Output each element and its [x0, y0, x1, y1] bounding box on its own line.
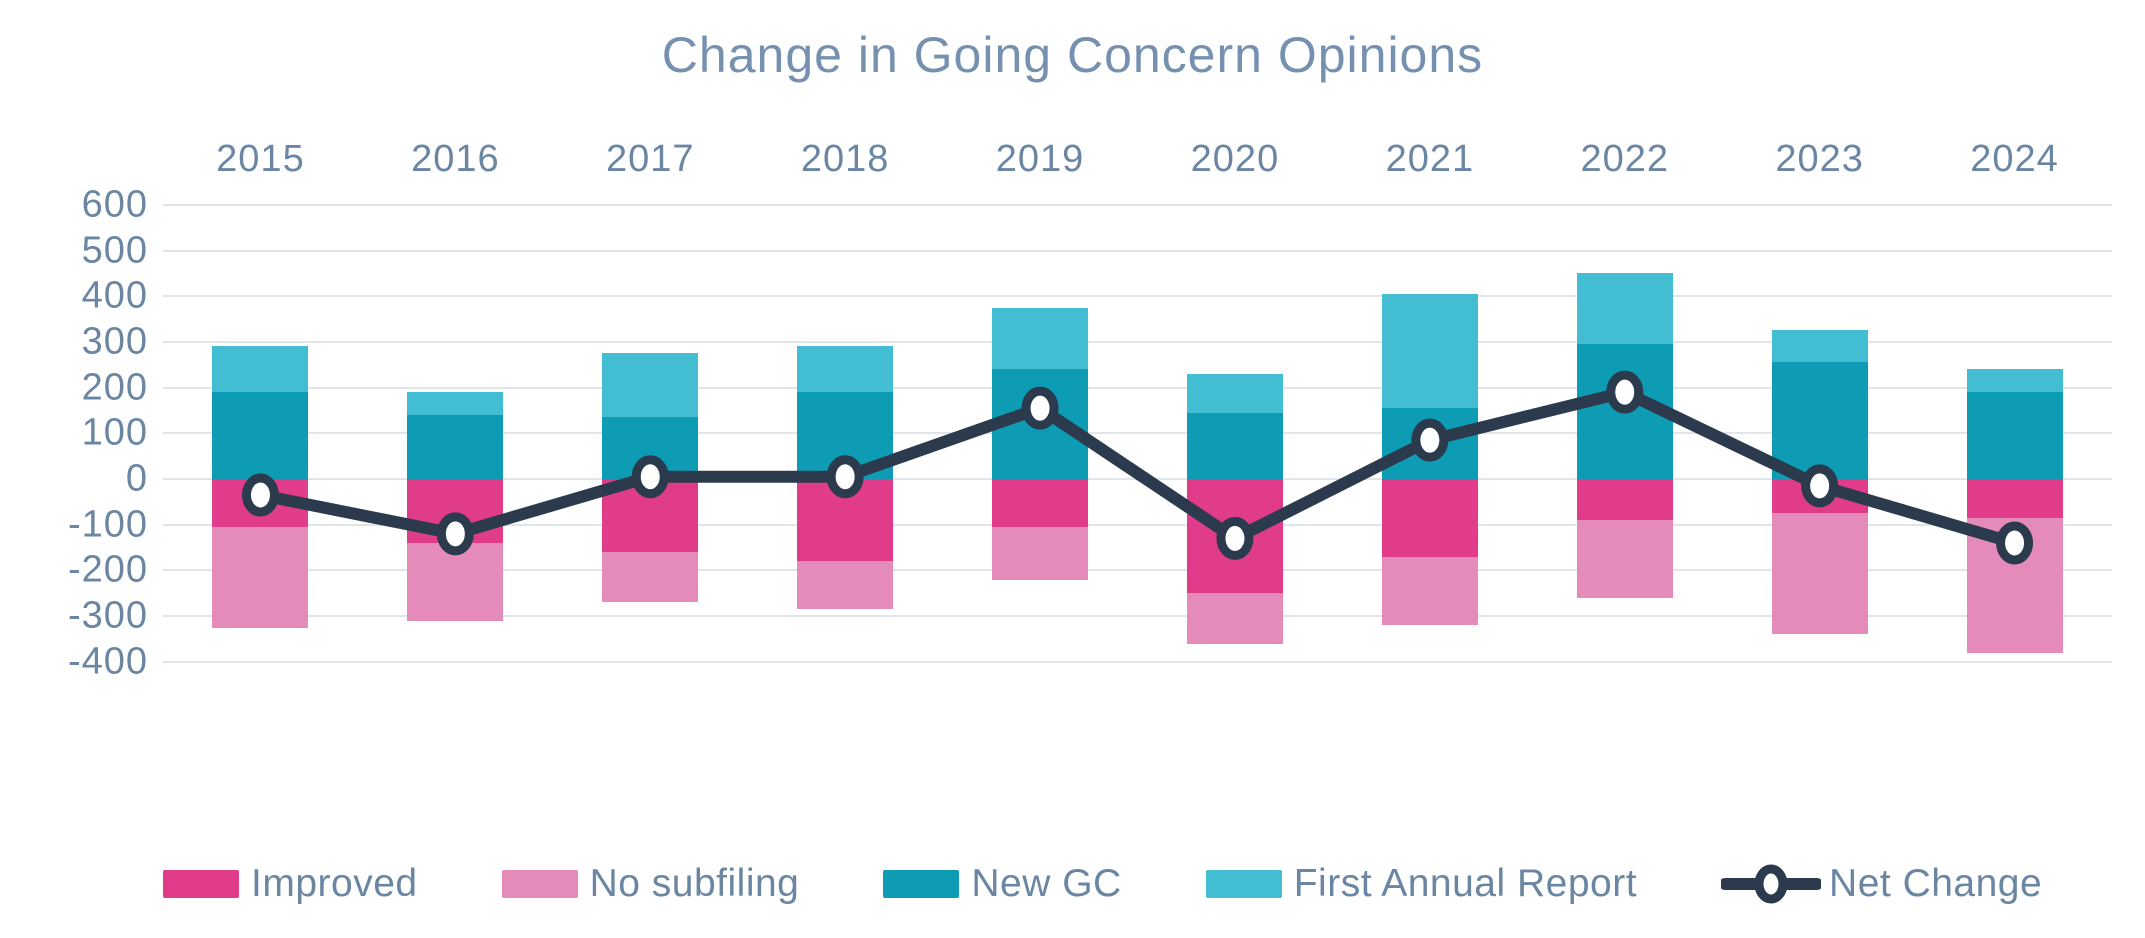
gridline — [163, 615, 2112, 618]
y-axis-tick-label: 400 — [81, 274, 148, 317]
gridline — [163, 569, 2112, 572]
bar-segment-no-subfiling — [212, 526, 309, 628]
legend-item-first-annual-report: First Annual Report — [1205, 862, 1638, 906]
x-axis-label: 2016 — [411, 138, 500, 180]
bar-segment-new-gc — [1381, 408, 1478, 479]
bar-segment-new-gc — [1771, 362, 1868, 479]
bar-segment-no-subfiling — [1381, 556, 1478, 626]
chart-title: Change in Going Concern Opinions — [661, 27, 1484, 83]
bar-segment-improved — [602, 479, 699, 553]
bar-segment-no-subfiling — [407, 542, 504, 621]
bar-segment-improved — [407, 479, 504, 543]
bar-segment-new-gc — [1186, 412, 1283, 479]
bar-segment-first-annual-report — [797, 346, 894, 393]
y-axis-tick-label: -100 — [67, 503, 148, 546]
bar-segment-new-gc — [797, 392, 894, 479]
legend: Improved No subfiling New GC First Annual R… — [163, 854, 2042, 914]
y-axis-tick-label: 200 — [81, 366, 148, 409]
y-axis-tick-label: -300 — [67, 594, 148, 637]
legend-line-dot-icon — [1721, 864, 1822, 904]
y-axis-tick-label: -400 — [67, 640, 148, 683]
legend-item-new-gc: New GC — [883, 862, 1121, 906]
bar-segment-first-annual-report — [1966, 369, 2063, 393]
y-axis-tick-label: 500 — [81, 229, 148, 271]
bar-segment-first-annual-report — [602, 353, 699, 418]
y-axis-tick-label: 100 — [81, 411, 148, 454]
x-axis-label: 2022 — [1580, 138, 1670, 180]
bar-segment-first-annual-report — [407, 392, 504, 415]
legend-swatch-icon — [163, 870, 239, 898]
legend-swatch-icon — [1205, 870, 1282, 898]
gridline — [163, 203, 2112, 206]
bar-segment-first-annual-report — [1186, 373, 1283, 413]
bar-segment-new-gc — [992, 369, 1089, 479]
legend-item-improved: Improved — [163, 862, 418, 906]
bar-segment-first-annual-report — [1771, 330, 1868, 363]
bar-segment-no-subfiling — [1576, 520, 1673, 598]
x-axis-label: 2017 — [605, 138, 695, 180]
bar-segment-no-subfiling — [992, 526, 1089, 580]
legend-item-net-change: Net Change — [1721, 860, 2042, 908]
legend-label: First Annual Report — [1293, 862, 1638, 905]
bar-segment-first-annual-report — [212, 346, 309, 393]
bar-segment-no-subfiling — [797, 561, 894, 610]
bar-segment-improved — [212, 479, 309, 527]
bar-segment-new-gc — [1576, 344, 1673, 479]
bar-segment-no-subfiling — [1771, 513, 1868, 635]
bar-segment-improved — [797, 479, 894, 562]
x-axis-label: 2019 — [995, 138, 1085, 180]
bar-segment-new-gc — [1966, 392, 2063, 479]
bar-segment-no-subfiling — [1966, 517, 2063, 653]
bar-segment-new-gc — [407, 415, 504, 479]
bar-segment-improved — [1576, 479, 1673, 521]
bar-segment-improved — [1771, 479, 1868, 514]
x-axis-label: 2023 — [1775, 138, 1864, 180]
x-axis-label: 2018 — [800, 138, 890, 180]
bar-segment-first-annual-report — [1381, 293, 1478, 409]
legend-label: Improved — [251, 862, 418, 905]
bar-segment-no-subfiling — [1186, 593, 1283, 644]
legend-label: Net Change — [1829, 862, 2043, 905]
x-axis-label: 2024 — [1970, 138, 2059, 180]
bar-segment-new-gc — [602, 417, 699, 479]
legend-label: No subfiling — [589, 862, 800, 905]
bar-segment-improved — [1381, 479, 1478, 557]
legend-label: New GC — [971, 862, 1122, 905]
legend-item-no-subfiling: No subfiling — [501, 862, 800, 906]
bar-segment-new-gc — [212, 392, 309, 479]
gridline — [163, 660, 2112, 663]
legend-swatch-icon — [883, 870, 960, 898]
y-axis-tick-label: 0 — [125, 457, 148, 500]
bar-segment-improved — [1966, 479, 2063, 518]
legend-swatch-icon — [501, 870, 578, 898]
bar-segment-improved — [992, 479, 1089, 527]
y-axis-tick-label: 600 — [81, 183, 148, 226]
gridline — [163, 340, 2112, 343]
net-change-line — [254, 386, 2021, 549]
gridline — [163, 249, 2112, 252]
bar-segment-first-annual-report — [992, 307, 1089, 370]
x-axis-label: 2015 — [216, 138, 305, 180]
y-axis-tick-label: 300 — [81, 320, 148, 363]
bar-segment-improved — [1186, 479, 1283, 594]
bar-segment-no-subfiling — [602, 552, 699, 603]
gridline — [163, 295, 2112, 298]
y-axis-tick-label: -200 — [67, 548, 148, 591]
bar-segment-first-annual-report — [1576, 273, 1673, 345]
x-axis-label: 2020 — [1190, 138, 1280, 180]
x-axis-label: 2021 — [1385, 138, 1475, 180]
